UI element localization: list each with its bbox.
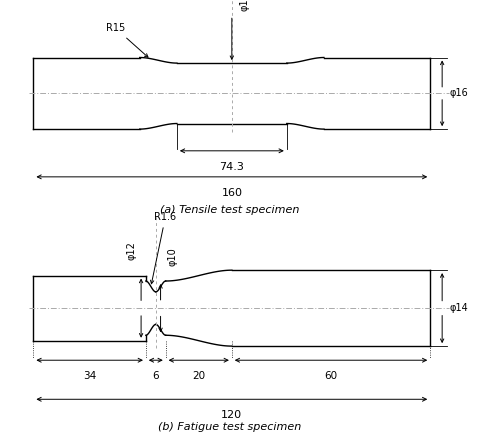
Text: 6: 6 — [152, 371, 159, 381]
Text: 20: 20 — [192, 371, 206, 381]
Text: 60: 60 — [325, 371, 337, 381]
Text: φ10: φ10 — [167, 247, 177, 266]
Text: R15: R15 — [106, 23, 148, 57]
Text: φ12: φ12 — [127, 242, 137, 260]
Text: R1.6: R1.6 — [151, 212, 176, 284]
Text: 120: 120 — [221, 410, 242, 420]
Text: (a) Tensile test specimen: (a) Tensile test specimen — [160, 205, 299, 215]
Text: 160: 160 — [221, 187, 242, 198]
Text: φ16: φ16 — [449, 88, 468, 99]
Text: (b) Fatigue test specimen: (b) Fatigue test specimen — [158, 422, 301, 432]
Text: 74.3: 74.3 — [219, 162, 244, 172]
Text: φ14: φ14 — [449, 303, 468, 313]
Text: 34: 34 — [83, 371, 96, 381]
Text: φ13.5: φ13.5 — [239, 0, 249, 11]
